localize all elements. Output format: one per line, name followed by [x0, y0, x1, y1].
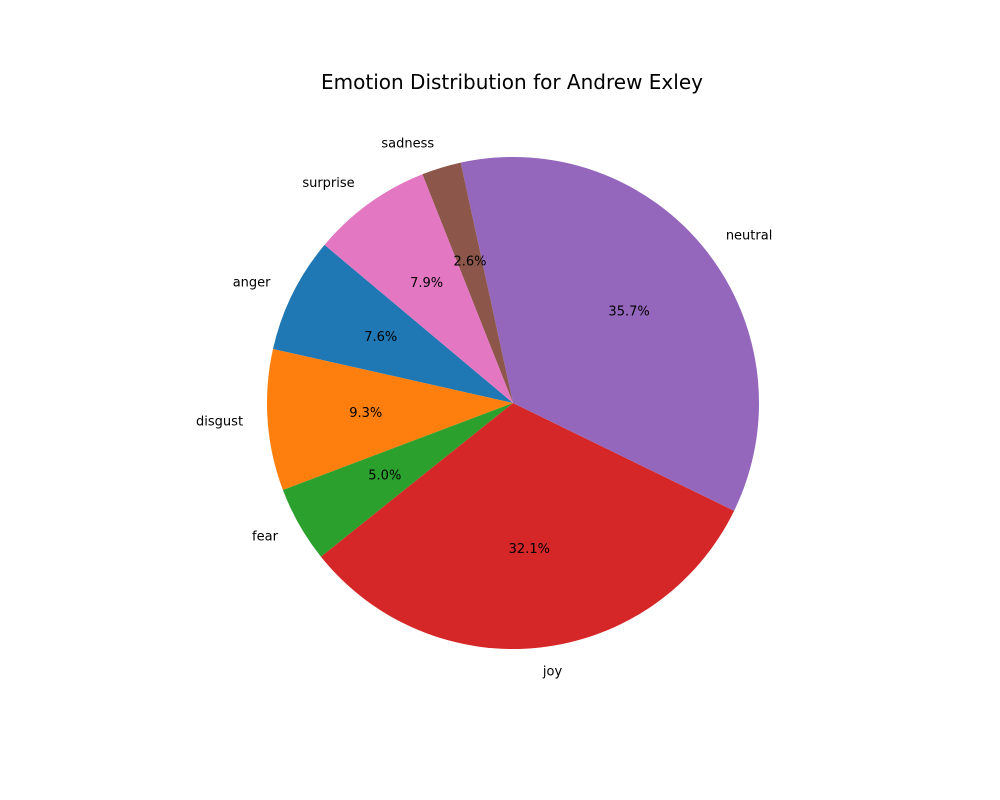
pie-pct-label-fear: 5.0% — [368, 469, 401, 484]
pie-pct-label-anger: 7.6% — [364, 330, 397, 345]
pie-slice-fear — [282, 403, 513, 557]
pie-slices — [266, 156, 760, 649]
pie-pct-label-disgust: 9.3% — [349, 406, 382, 421]
pie-labels: 7.6% anger 9.3% disgust 5.0% fear 32.1% joy 35.7… — [196, 137, 772, 680]
pie-category-label-sadness: sadness — [381, 137, 434, 152]
pie-category-label-disgust: disgust — [196, 414, 243, 429]
chart-title: Emotion Distribution for Andrew Exley — [321, 70, 703, 94]
pie-slice-surprise — [324, 174, 513, 403]
pie-slice-neutral — [460, 156, 760, 511]
pie-slice-disgust — [266, 348, 513, 491]
pie-category-label-fear: fear — [252, 530, 279, 545]
pie-slice-anger — [273, 244, 513, 403]
pie-category-label-joy: joy — [542, 664, 563, 679]
pie-pct-label-joy: 32.1% — [509, 542, 550, 557]
pie-category-label-surprise: surprise — [302, 176, 354, 191]
pie-pct-label-surprise: 7.9% — [410, 276, 443, 291]
pie-pct-label-neutral: 35.7% — [608, 304, 649, 319]
pie-slice-sadness — [422, 162, 513, 403]
pie-slice-joy — [320, 403, 735, 649]
pie-category-label-anger: anger — [233, 275, 271, 290]
pie-pct-label-sadness: 2.6% — [453, 254, 486, 269]
pie-category-label-neutral: neutral — [726, 228, 773, 243]
